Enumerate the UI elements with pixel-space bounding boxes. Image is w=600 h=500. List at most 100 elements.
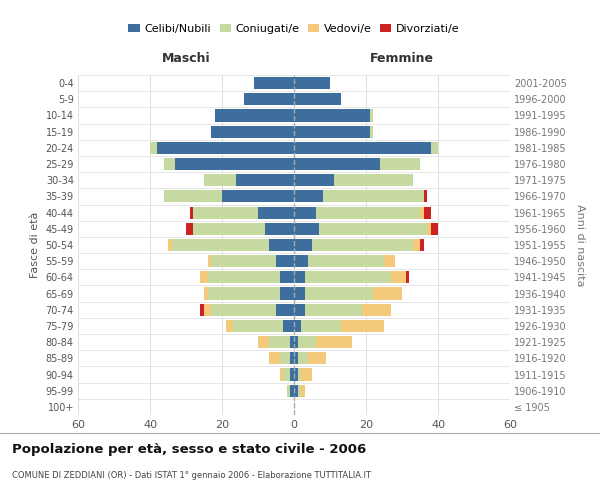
Bar: [294, 126, 370, 138]
Text: COMUNE DI ZEDDIANI (OR) - Dati ISTAT 1° gennaio 2006 - Elaborazione TUTTITALIA.I: COMUNE DI ZEDDIANI (OR) - Dati ISTAT 1° …: [12, 470, 371, 480]
Bar: [294, 368, 298, 380]
Bar: [294, 288, 305, 300]
Bar: [222, 190, 294, 202]
Bar: [280, 352, 290, 364]
Bar: [380, 158, 420, 170]
Bar: [319, 222, 427, 235]
Bar: [258, 336, 269, 348]
Bar: [290, 352, 294, 364]
Bar: [233, 320, 283, 332]
Bar: [316, 206, 420, 218]
Bar: [226, 320, 233, 332]
Bar: [269, 336, 290, 348]
Bar: [175, 158, 294, 170]
Bar: [294, 77, 330, 89]
Bar: [211, 304, 276, 316]
Bar: [294, 255, 308, 268]
Y-axis label: Anni di nascita: Anni di nascita: [575, 204, 586, 286]
Bar: [294, 142, 431, 154]
Bar: [298, 384, 301, 397]
Bar: [406, 272, 409, 283]
Bar: [244, 93, 294, 106]
Bar: [186, 222, 193, 235]
Bar: [431, 222, 438, 235]
Bar: [294, 174, 334, 186]
Bar: [420, 239, 424, 251]
Bar: [308, 255, 384, 268]
Bar: [236, 174, 294, 186]
Bar: [308, 352, 326, 364]
Bar: [362, 304, 391, 316]
Bar: [294, 352, 298, 364]
Text: Popolazione per età, sesso e stato civile - 2006: Popolazione per età, sesso e stato civil…: [12, 442, 366, 456]
Bar: [265, 222, 294, 235]
Bar: [208, 288, 280, 300]
Bar: [269, 352, 280, 364]
Bar: [208, 272, 280, 283]
Bar: [193, 222, 265, 235]
Bar: [200, 272, 208, 283]
Bar: [193, 206, 258, 218]
Bar: [294, 222, 319, 235]
Bar: [373, 288, 402, 300]
Bar: [301, 368, 312, 380]
Bar: [280, 368, 283, 380]
Bar: [280, 288, 294, 300]
Bar: [290, 336, 294, 348]
Bar: [290, 368, 294, 380]
Bar: [341, 320, 384, 332]
Bar: [427, 222, 431, 235]
Bar: [431, 142, 438, 154]
Bar: [294, 158, 380, 170]
Bar: [294, 239, 312, 251]
Bar: [424, 206, 431, 218]
Bar: [294, 110, 370, 122]
Bar: [370, 126, 373, 138]
Bar: [168, 239, 172, 251]
Bar: [298, 336, 316, 348]
Bar: [301, 320, 341, 332]
Bar: [208, 255, 211, 268]
Bar: [211, 255, 276, 268]
Bar: [298, 352, 308, 364]
Bar: [254, 77, 294, 89]
Legend: Celibi/Nubili, Coniugati/e, Vedovi/e, Divorziati/e: Celibi/Nubili, Coniugati/e, Vedovi/e, Di…: [124, 20, 464, 38]
Bar: [190, 206, 193, 218]
Bar: [204, 174, 236, 186]
Bar: [323, 190, 424, 202]
Y-axis label: Fasce di età: Fasce di età: [30, 212, 40, 278]
Text: Maschi: Maschi: [161, 52, 211, 65]
Bar: [290, 384, 294, 397]
Bar: [334, 174, 413, 186]
Bar: [424, 190, 427, 202]
Bar: [164, 158, 175, 170]
Bar: [164, 190, 222, 202]
Bar: [370, 110, 373, 122]
Bar: [283, 368, 290, 380]
Bar: [294, 93, 341, 106]
Bar: [294, 206, 316, 218]
Bar: [294, 304, 305, 316]
Bar: [312, 239, 413, 251]
Bar: [301, 384, 305, 397]
Bar: [211, 126, 294, 138]
Bar: [384, 255, 395, 268]
Bar: [413, 239, 420, 251]
Bar: [172, 239, 269, 251]
Bar: [157, 142, 294, 154]
Bar: [294, 336, 298, 348]
Bar: [294, 190, 323, 202]
Bar: [150, 142, 157, 154]
Bar: [269, 239, 294, 251]
Bar: [391, 272, 406, 283]
Bar: [316, 336, 352, 348]
Bar: [294, 320, 301, 332]
Bar: [287, 384, 290, 397]
Bar: [294, 384, 298, 397]
Bar: [276, 304, 294, 316]
Bar: [298, 368, 301, 380]
Bar: [305, 272, 391, 283]
Bar: [305, 304, 362, 316]
Bar: [215, 110, 294, 122]
Bar: [283, 320, 294, 332]
